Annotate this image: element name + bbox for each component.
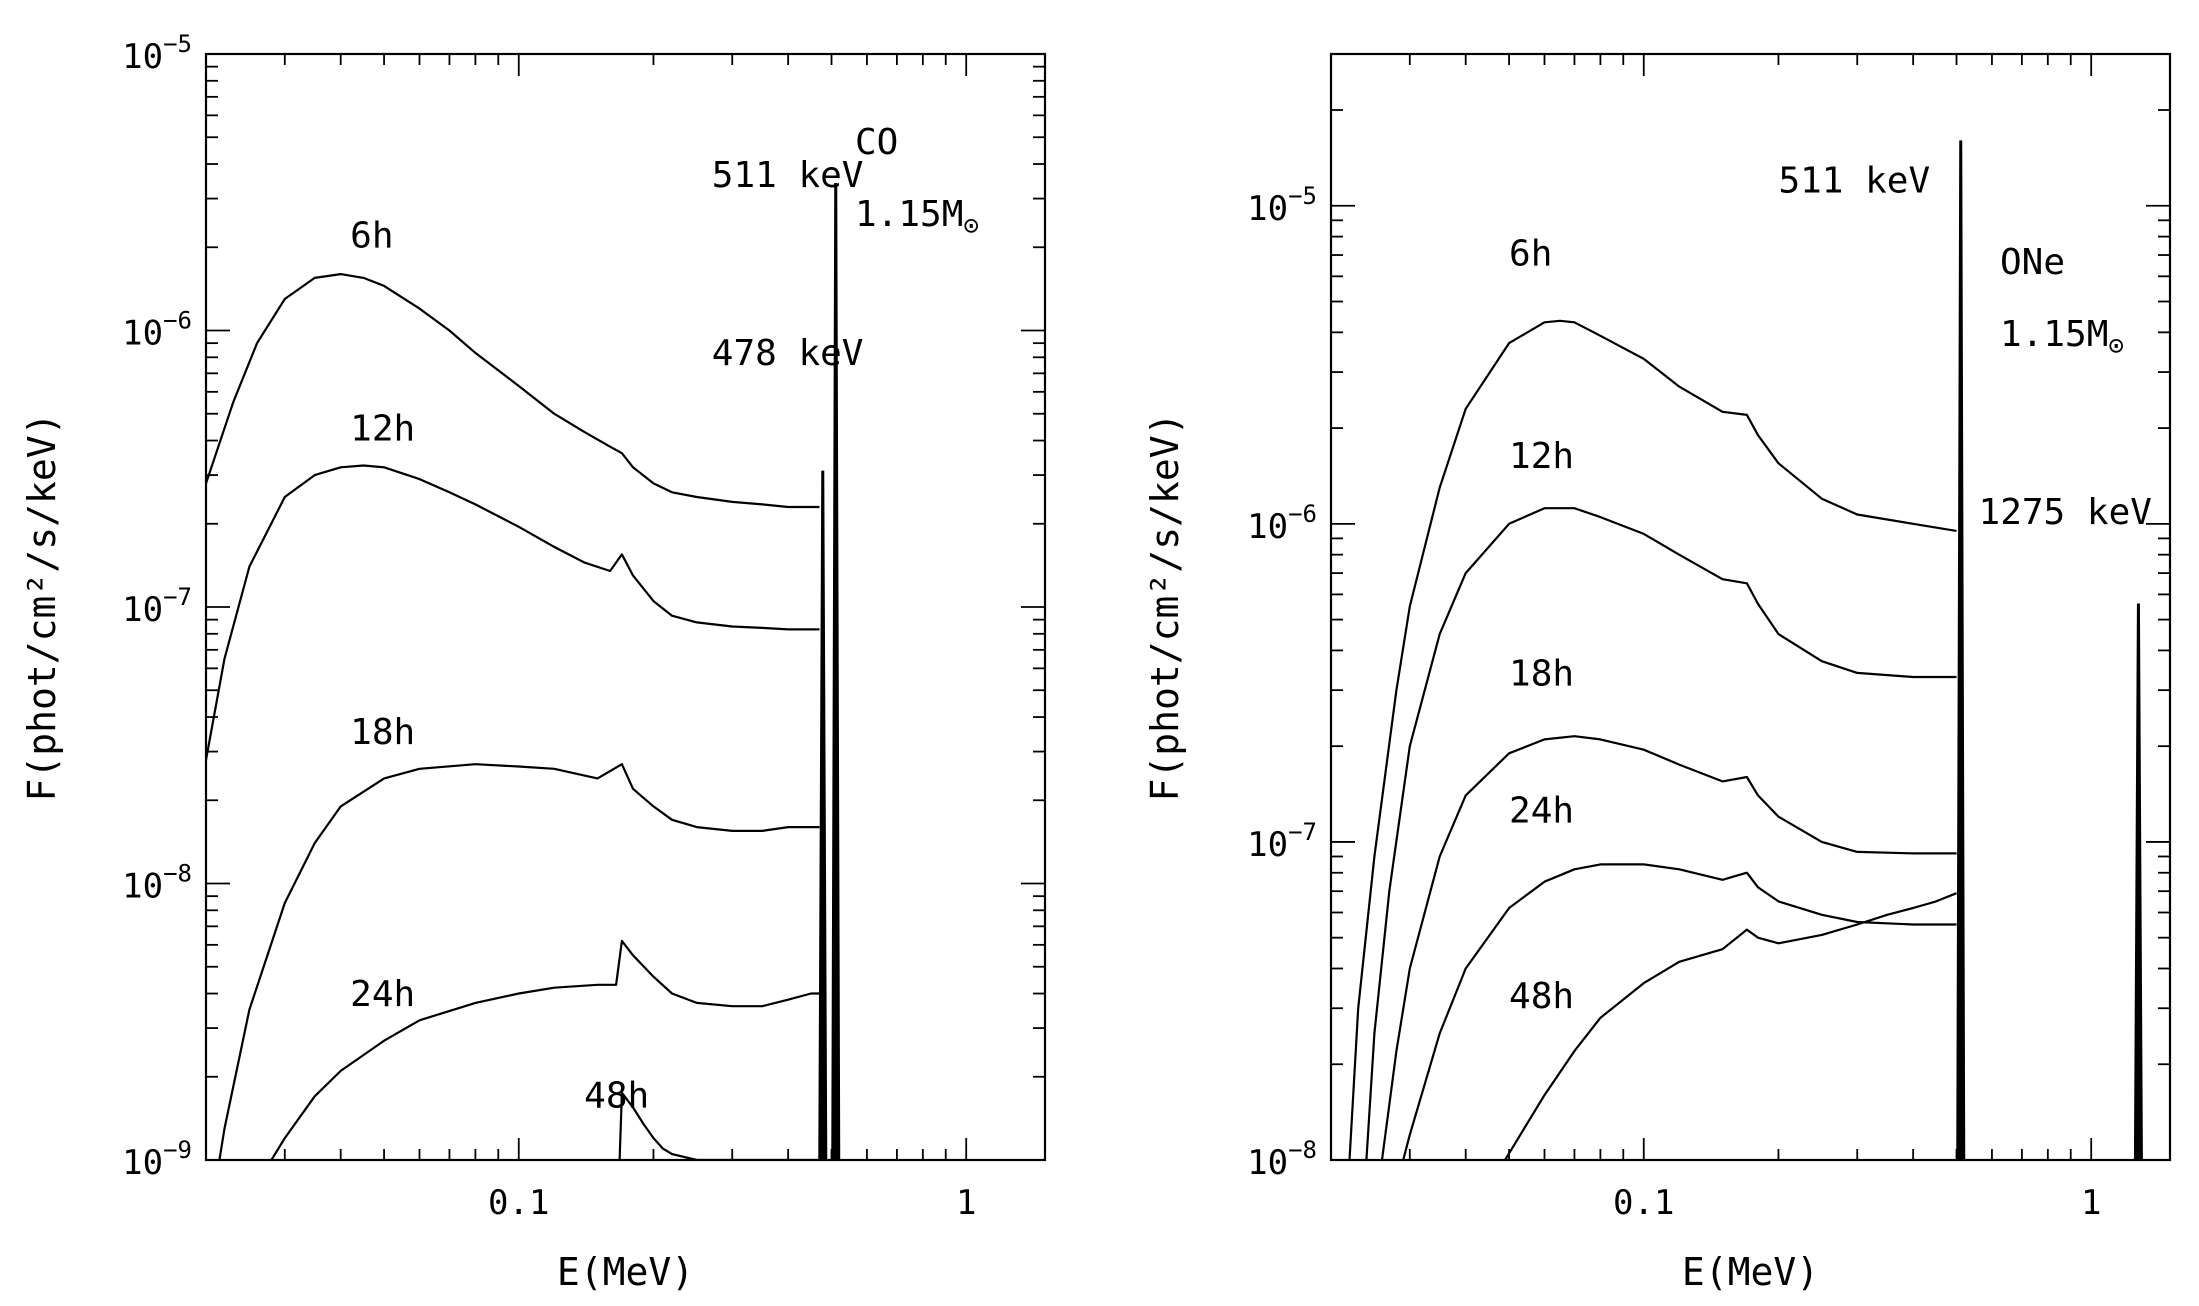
y-tick-label: 10−6 bbox=[1247, 500, 1317, 547]
plot-frame bbox=[1329, 52, 2172, 1162]
right-panel: 0.1 1 10−8 10−7 10−6 10−5 E(MeV) F(phot/cm²/s/k… bbox=[1143, 52, 2172, 1294]
series-label-24h: 24h bbox=[1509, 791, 1574, 832]
model-label: CO bbox=[855, 122, 898, 163]
y-tick-label: 10−9 bbox=[122, 1136, 192, 1183]
annotation-label: 511 keV bbox=[712, 155, 864, 196]
model-label: ONe bbox=[2000, 242, 2065, 283]
series-label-18h: 18h bbox=[1509, 654, 1574, 695]
x-axis-label: E(MeV) bbox=[1682, 1250, 1819, 1294]
y-axis-label: F(phot/cm²/s/keV) bbox=[1143, 413, 1187, 802]
series-line-6h bbox=[206, 273, 820, 509]
series-line-12h bbox=[1365, 507, 1957, 1160]
y-tick-label: 10−5 bbox=[122, 30, 192, 77]
x-tick-label: 1 bbox=[956, 1183, 976, 1223]
series-line-24h bbox=[270, 939, 820, 1160]
x-tick-label: 0.1 bbox=[488, 1183, 549, 1223]
annotation-label: 511 keV bbox=[1778, 161, 1930, 202]
annotation-label: 1275 keV bbox=[1979, 492, 2152, 533]
y-tick-label: 10−7 bbox=[122, 583, 192, 630]
series-label-12h: 12h bbox=[1509, 436, 1574, 477]
series-line-48h bbox=[1504, 892, 1957, 1160]
emission-line-peak bbox=[1956, 140, 1966, 1160]
series-line-6h bbox=[1348, 319, 1957, 1160]
mass-label: 1.15M⊙ bbox=[2000, 314, 2124, 361]
series-line-18h bbox=[1380, 735, 1957, 1160]
annotation-label: 478 keV bbox=[712, 333, 864, 374]
y-tick-label: 10−8 bbox=[1247, 1136, 1317, 1183]
x-tick-label: 0.1 bbox=[1613, 1183, 1674, 1223]
mass-label: 1.15M⊙ bbox=[855, 194, 979, 241]
y-tick-label: 10−5 bbox=[1247, 182, 1317, 229]
series-line-12h bbox=[206, 464, 820, 761]
emission-line-peak bbox=[2133, 603, 2143, 1160]
series-label-48h: 48h bbox=[1509, 976, 1574, 1017]
emission-line-peak bbox=[831, 183, 841, 1160]
series-label-6h: 6h bbox=[350, 215, 393, 256]
y-tick-label: 10−8 bbox=[122, 860, 192, 907]
series-label-6h: 6h bbox=[1509, 233, 1552, 274]
x-tick-label: 1 bbox=[2081, 1183, 2101, 1223]
x-axis-label: E(MeV) bbox=[557, 1250, 694, 1294]
series-label-18h: 18h bbox=[350, 712, 415, 753]
series-line-18h bbox=[218, 763, 820, 1160]
series-label-48h: 48h bbox=[584, 1075, 649, 1116]
y-tick-label: 10−7 bbox=[1247, 818, 1317, 865]
y-tick-label: 10−6 bbox=[122, 307, 192, 354]
series-line-48h bbox=[618, 1091, 820, 1160]
y-axis-label: F(phot/cm²/s/keV) bbox=[20, 413, 64, 802]
series-label-12h: 12h bbox=[350, 409, 415, 450]
series-line-24h bbox=[1402, 863, 1957, 1160]
emission-line-peak bbox=[818, 470, 828, 1160]
left-panel: 0.1 1 10−9 10−8 10−7 10−6 10−5 E(MeV) F(phot/cm²… bbox=[20, 30, 1047, 1294]
series-label-24h: 24h bbox=[350, 974, 415, 1015]
